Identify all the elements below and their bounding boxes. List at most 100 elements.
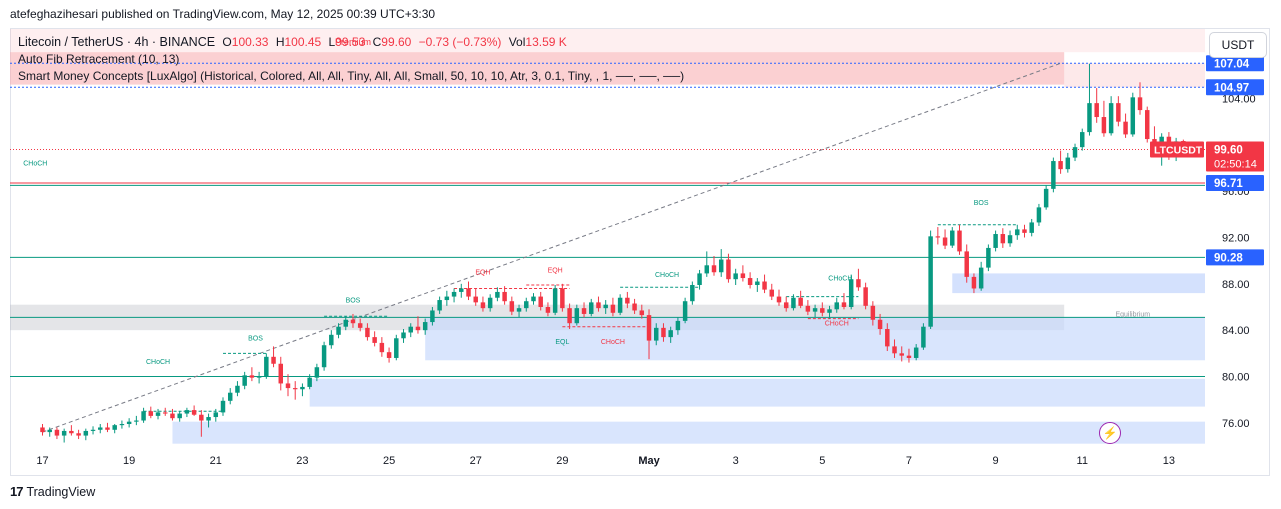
candle [755, 278, 760, 292]
candle-body [69, 430, 74, 434]
candle [516, 304, 522, 318]
y-tick-label: 104.00 [1222, 94, 1256, 106]
candle-body [1094, 103, 1099, 118]
annotation-label: CHoCH [655, 272, 679, 279]
candle-body [509, 301, 515, 312]
candle [913, 344, 919, 361]
x-tick-label: 27 [470, 455, 482, 467]
volume-label: Vol [508, 35, 526, 49]
candle [1123, 113, 1128, 138]
candle [408, 323, 413, 338]
annotation-label: EQH [475, 270, 490, 277]
candle-body [350, 319, 356, 324]
candle [40, 423, 45, 436]
candle-body [769, 289, 775, 297]
candle-body [885, 329, 890, 347]
candle [1137, 82, 1143, 115]
candle [264, 353, 269, 379]
candle [885, 323, 890, 352]
candle [921, 323, 926, 350]
candle-body [545, 307, 551, 313]
candle-body [1051, 161, 1056, 189]
indicator-fib[interactable]: Auto Fib Retracement (10, 13) [18, 52, 180, 66]
candle-body [112, 425, 117, 430]
candle [98, 423, 103, 434]
candle-body [733, 273, 738, 280]
candle-body [827, 309, 832, 313]
candle [365, 323, 370, 341]
chart-frame[interactable] [10, 28, 1270, 476]
candle [495, 287, 500, 302]
candle [300, 383, 305, 397]
candle-body [285, 383, 291, 389]
candle-body [278, 363, 284, 384]
indicator-smc[interactable]: Smart Money Concepts [LuxAlgo] (Historic… [18, 69, 685, 83]
candle [1029, 218, 1034, 237]
candle-body [704, 265, 710, 274]
candle [654, 323, 659, 346]
candle-body [964, 251, 969, 277]
price-label: 107.04 [1214, 58, 1250, 70]
candle [1022, 224, 1027, 238]
candle-body [668, 330, 673, 338]
candle-body [942, 237, 948, 246]
candle [1094, 88, 1099, 123]
symbol-title[interactable]: Litecoin / TetherUS · 4h · BINANCE [18, 35, 216, 49]
candle-body [76, 433, 81, 436]
candle [357, 318, 363, 332]
candle [589, 298, 594, 317]
candle [1058, 150, 1063, 174]
candle [971, 273, 977, 294]
candle [422, 318, 428, 335]
premium-zone [10, 52, 1065, 85]
candle-body [913, 347, 919, 358]
candle [386, 347, 392, 363]
symbol-row[interactable]: Litecoin / TetherUS · 4h · BINANCE O100.… [18, 34, 684, 51]
candle-body [1022, 229, 1027, 233]
candle [935, 227, 941, 245]
candle [675, 317, 681, 335]
candle [83, 428, 89, 441]
candle-body [480, 302, 486, 309]
currency-unit-button[interactable]: USDT [1209, 32, 1267, 58]
candle [827, 305, 832, 319]
candle-body [54, 429, 60, 436]
candle [646, 309, 652, 360]
candle-body [105, 427, 110, 430]
candle [480, 296, 486, 312]
candle-body [206, 417, 211, 421]
candle-body [747, 278, 753, 285]
candle [350, 313, 356, 328]
candle [343, 316, 348, 331]
candle-body [148, 411, 154, 416]
candle-body [220, 400, 226, 413]
discount-zone [425, 317, 1205, 361]
candle [76, 429, 81, 440]
candle-body [516, 308, 522, 312]
annotation-label: Premium [335, 37, 371, 47]
x-tick-label: 21 [210, 455, 222, 467]
candle [747, 272, 753, 289]
candle-body [126, 421, 132, 424]
candle [531, 293, 536, 305]
premium-zone-extension [1064, 63, 1205, 88]
candle [892, 339, 897, 358]
x-tick-label: 23 [296, 455, 308, 467]
lightning-icon[interactable]: ⚡ [1099, 422, 1121, 444]
candle [740, 265, 746, 282]
annotation-label: CHoCH [828, 275, 852, 282]
candle-body [343, 319, 348, 327]
x-tick-label: 3 [733, 455, 739, 467]
annotation-label: CHoCH [825, 321, 849, 328]
annotation-label: CHoCH [23, 161, 47, 168]
price-label: 96.71 [1214, 178, 1243, 190]
y-tick-label: 88.00 [1222, 279, 1250, 291]
candle-body [357, 323, 363, 328]
candle-body [524, 301, 529, 309]
candle-body [227, 392, 233, 401]
candle [798, 290, 803, 309]
candle-body [906, 355, 912, 358]
publisher-line: atefeghazihesari published on TradingVie… [10, 7, 436, 21]
candle [372, 331, 377, 347]
